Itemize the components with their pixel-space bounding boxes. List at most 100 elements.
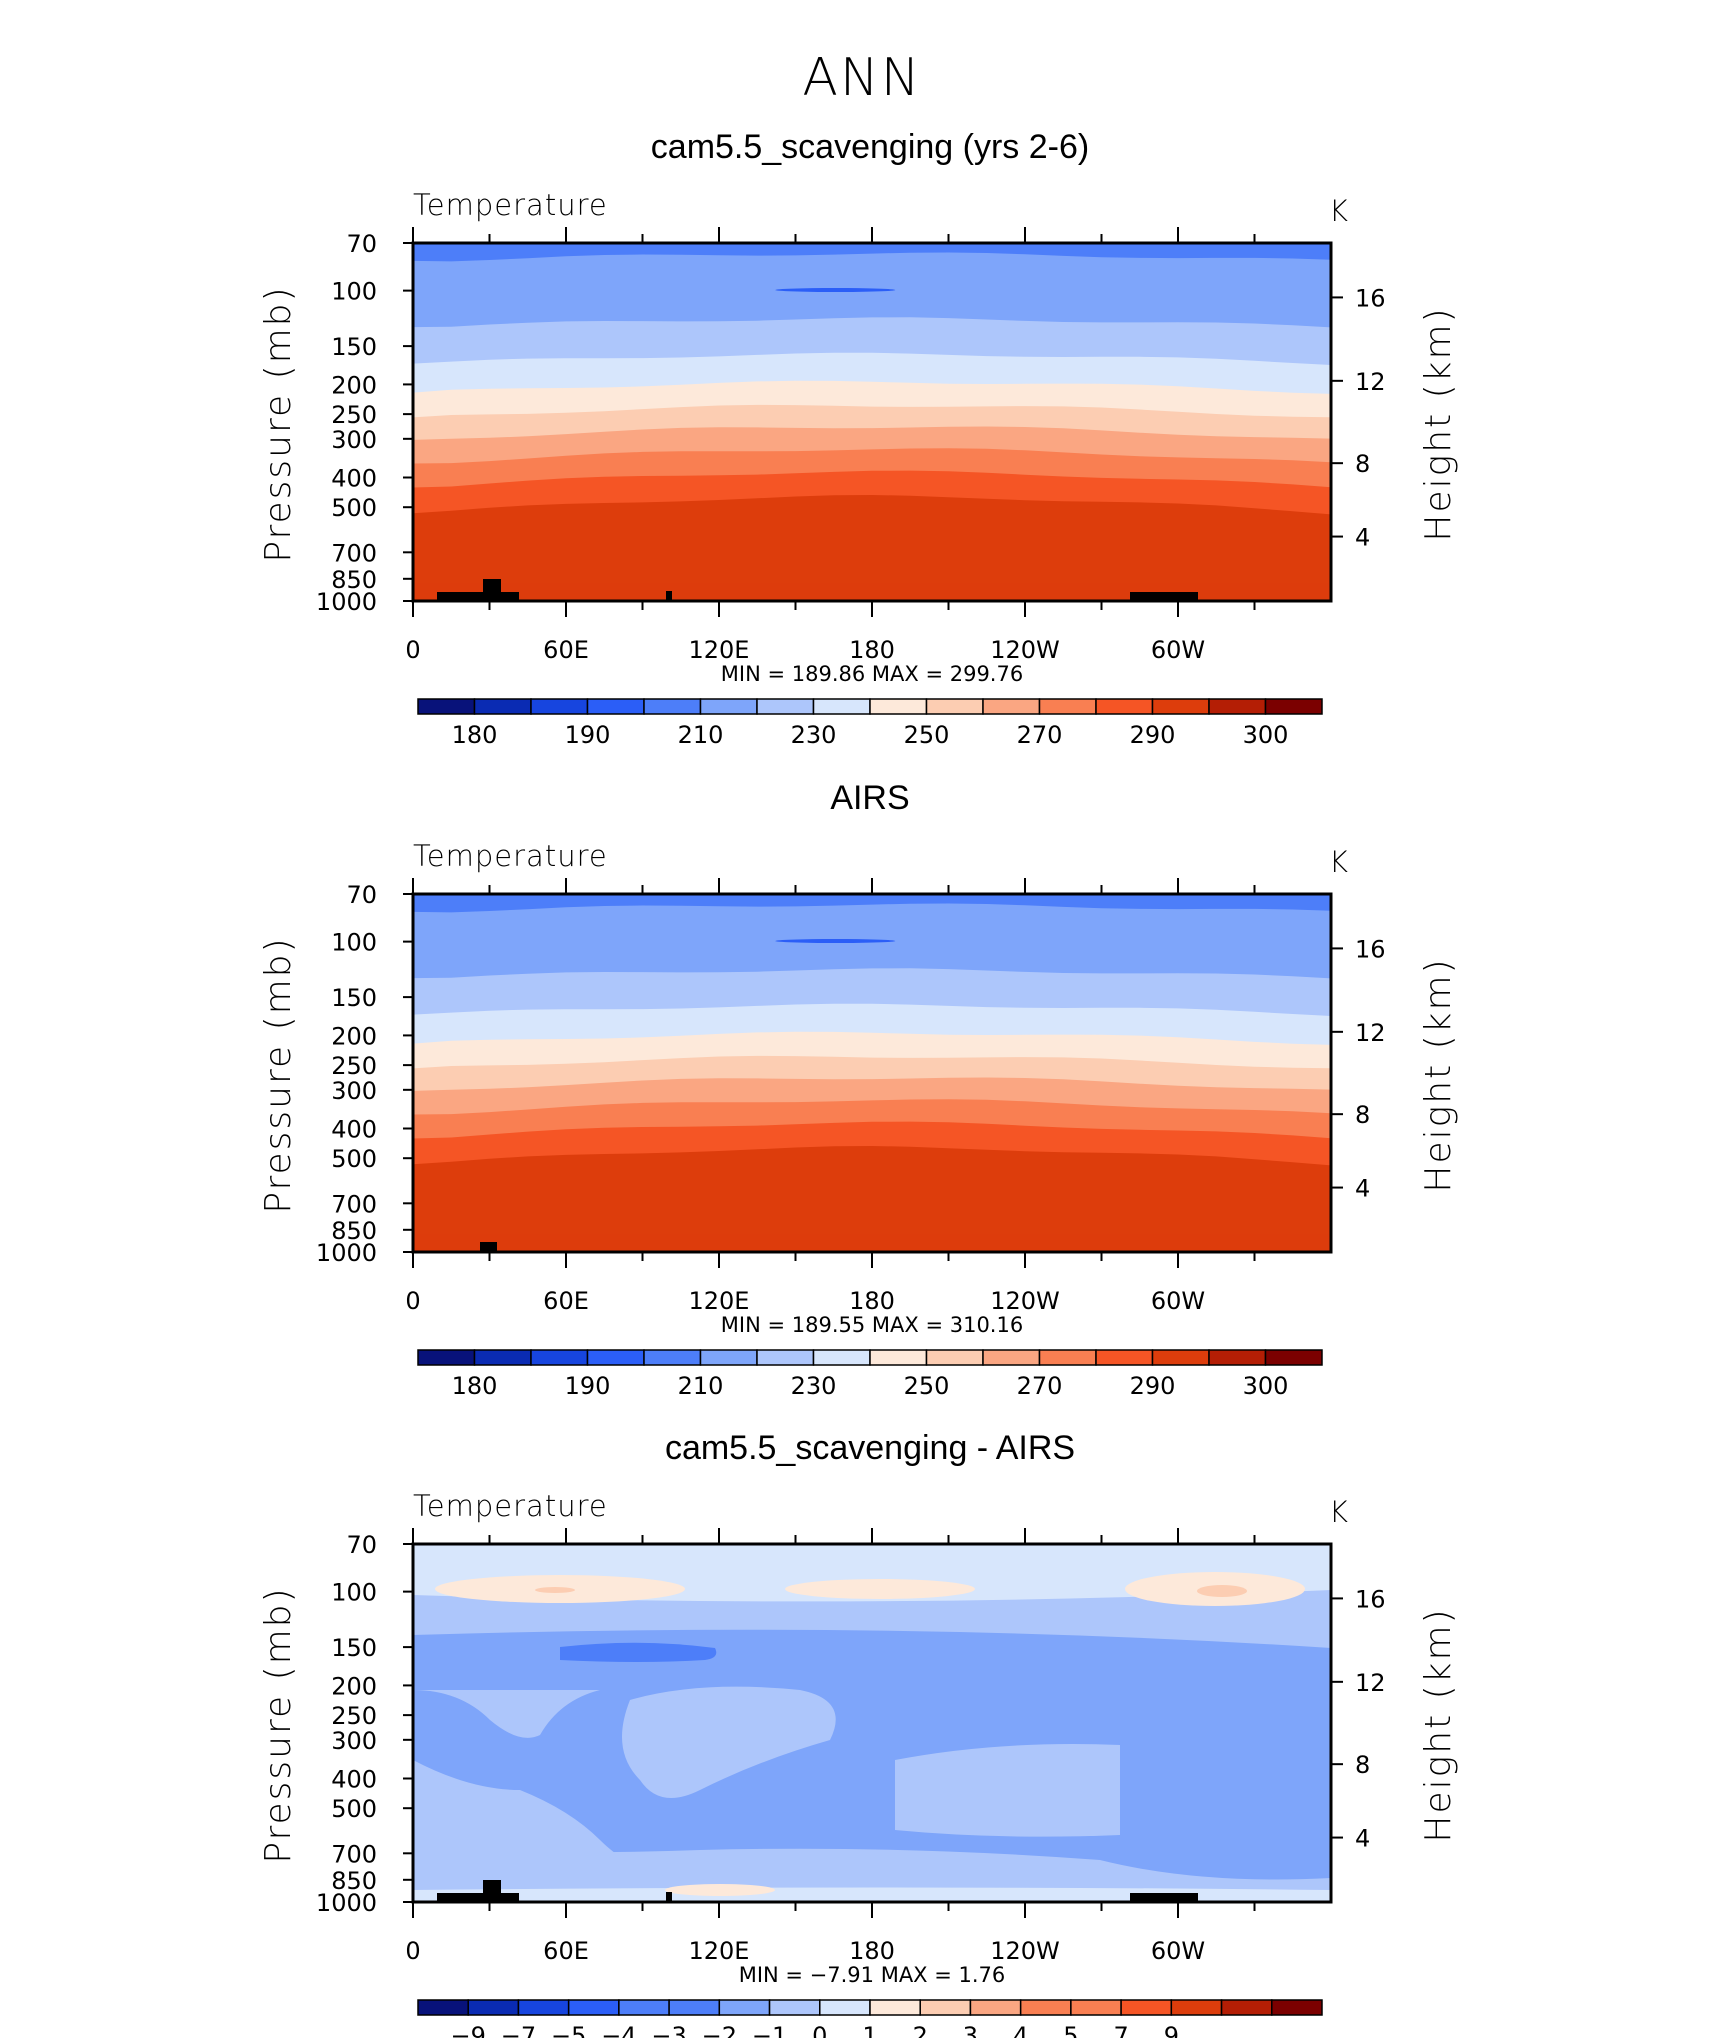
colorbar-label: 9 bbox=[1164, 2022, 1179, 2038]
left-string: Temperature bbox=[413, 1489, 608, 1523]
min-max-stats: MIN = 189.86 MAX = 299.76 bbox=[721, 662, 1023, 686]
colorbar-box bbox=[1038, 1349, 1097, 1366]
colorbar-box bbox=[530, 698, 589, 715]
colorbar-label: −4 bbox=[601, 2022, 636, 2038]
colorbar-box bbox=[1095, 698, 1154, 715]
diff-warm-anomaly bbox=[665, 1884, 775, 1896]
colorbar-label: 300 bbox=[1243, 1372, 1289, 1400]
x-tick-label: 60W bbox=[1151, 1287, 1205, 1315]
y-tick-label: 70 bbox=[346, 1531, 377, 1559]
colorbar-box bbox=[1208, 1349, 1267, 1366]
x-tick-label: 60E bbox=[543, 1937, 589, 1965]
colorbar-label: 290 bbox=[1130, 721, 1176, 749]
x-tick-label: 60W bbox=[1151, 636, 1205, 664]
left-string: Temperature bbox=[413, 188, 608, 222]
y-axis-title: Pressure (mb) bbox=[258, 936, 299, 1213]
land-mask bbox=[1130, 1893, 1198, 1902]
y-axis-title: Pressure (mb) bbox=[258, 1586, 299, 1863]
colorbar-box bbox=[586, 698, 645, 715]
plot-area bbox=[413, 1544, 1331, 1902]
colorbar-label: 5 bbox=[1063, 2022, 1078, 2038]
y-tick-label: 150 bbox=[331, 984, 377, 1012]
land-mask bbox=[666, 591, 672, 601]
colorbar-label: 290 bbox=[1130, 1372, 1176, 1400]
colorbar-box bbox=[925, 1349, 984, 1366]
diff-region bbox=[413, 1887, 1331, 1902]
right-y-tick-label: 12 bbox=[1355, 1669, 1386, 1697]
y-tick-label: 500 bbox=[331, 1795, 377, 1823]
y-tick-label: 100 bbox=[331, 278, 377, 306]
diff-region bbox=[413, 1690, 600, 1738]
colorbar-box bbox=[467, 1999, 520, 2016]
colorbar-box bbox=[812, 1349, 871, 1366]
colorbar-label: 7 bbox=[1113, 2022, 1128, 2038]
y-tick-label: 850 bbox=[331, 1867, 377, 1895]
right-y-tick-label: 8 bbox=[1355, 1101, 1370, 1129]
right-axis-title: Height (km) bbox=[1418, 306, 1459, 541]
y-tick-label: 1000 bbox=[316, 588, 377, 616]
colorbar-label: −1 bbox=[752, 2022, 787, 2038]
y-axis-title: Pressure (mb) bbox=[258, 285, 299, 562]
colorbar-label: 270 bbox=[1017, 1372, 1063, 1400]
panel-title: cam5.5_scavenging (yrs 2-6) bbox=[651, 128, 1089, 166]
colorbar-label: 250 bbox=[904, 721, 950, 749]
colorbar-box bbox=[919, 1999, 972, 2016]
colorbar-box bbox=[1151, 1349, 1210, 1366]
diff-region bbox=[895, 1744, 1120, 1837]
panel-1: cam5.5_scavenging (yrs 2-6) Temperature K 7… bbox=[258, 128, 1459, 749]
colorbar-box bbox=[1019, 1999, 1072, 2016]
right-y-tick-label: 4 bbox=[1355, 1175, 1370, 1203]
right-y-tick-label: 4 bbox=[1355, 1825, 1370, 1853]
y-tick-label: 850 bbox=[331, 566, 377, 594]
colorbar-label: −9 bbox=[451, 2022, 486, 2038]
land-mask bbox=[437, 1893, 519, 1902]
x-tick-label: 60E bbox=[543, 636, 589, 664]
x-tick-label: 60W bbox=[1151, 1937, 1205, 1965]
colorbar-box bbox=[718, 1999, 771, 2016]
colorbar-box bbox=[417, 1349, 476, 1366]
colorbar-box bbox=[768, 1999, 821, 2016]
x-tick-label: 0 bbox=[405, 1937, 420, 1965]
contour-band-surface bbox=[413, 583, 1331, 601]
colorbar-box bbox=[1264, 1349, 1323, 1366]
x-tick-label: 120W bbox=[990, 1287, 1060, 1315]
land-mask bbox=[666, 1892, 672, 1902]
colorbar-box bbox=[1120, 1999, 1173, 2016]
y-tick-label: 200 bbox=[331, 371, 377, 399]
panel-title: AIRS bbox=[830, 779, 909, 817]
x-tick-label: 60E bbox=[543, 1287, 589, 1315]
y-tick-label: 500 bbox=[331, 1145, 377, 1173]
colorbar-box bbox=[643, 1349, 702, 1366]
land-mask bbox=[483, 1880, 501, 1902]
panel-title: cam5.5_scavenging - AIRS bbox=[665, 1429, 1075, 1467]
right-y-tick-label: 4 bbox=[1355, 524, 1370, 552]
y-tick-label: 70 bbox=[346, 230, 377, 258]
colorbar-box bbox=[982, 698, 1041, 715]
colorbar-box bbox=[925, 698, 984, 715]
contour-band bbox=[413, 1146, 1331, 1252]
colorbar-box bbox=[812, 698, 871, 715]
diff-warm-anomaly bbox=[1197, 1585, 1247, 1597]
y-tick-label: 200 bbox=[331, 1672, 377, 1700]
right-y-tick-label: 16 bbox=[1355, 1585, 1386, 1613]
land-mask bbox=[483, 579, 501, 601]
colorbar-box bbox=[473, 1349, 532, 1366]
x-tick-label: 180 bbox=[849, 636, 895, 664]
y-tick-label: 100 bbox=[331, 929, 377, 957]
colorbar-label: 190 bbox=[565, 721, 611, 749]
colorbar-box bbox=[699, 698, 758, 715]
min-max-stats: MIN = 189.55 MAX = 310.16 bbox=[721, 1313, 1023, 1337]
colorbar-box bbox=[668, 1999, 721, 2016]
x-tick-label: 120W bbox=[990, 636, 1060, 664]
left-string: Temperature bbox=[413, 839, 608, 873]
colorbar-label: 190 bbox=[565, 1372, 611, 1400]
y-tick-label: 100 bbox=[331, 1579, 377, 1607]
right-y-tick-label: 8 bbox=[1355, 1751, 1370, 1779]
colorbar-label: 2 bbox=[913, 2022, 928, 2038]
colorbar-label: 180 bbox=[452, 1372, 498, 1400]
right-y-tick-label: 16 bbox=[1355, 935, 1386, 963]
units-label: K bbox=[1329, 194, 1349, 228]
